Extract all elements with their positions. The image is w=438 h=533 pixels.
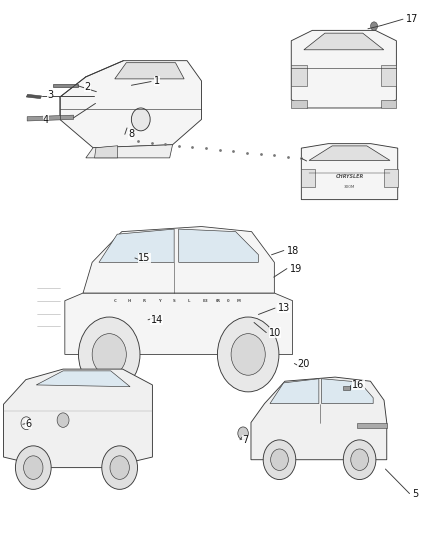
Polygon shape bbox=[384, 169, 398, 187]
Polygon shape bbox=[86, 144, 173, 158]
Text: 7: 7 bbox=[243, 435, 249, 445]
Text: 14: 14 bbox=[151, 315, 163, 325]
Polygon shape bbox=[301, 143, 398, 199]
Circle shape bbox=[110, 456, 129, 479]
Polygon shape bbox=[53, 84, 78, 87]
Circle shape bbox=[131, 108, 150, 131]
Polygon shape bbox=[27, 115, 74, 121]
Text: 300M: 300M bbox=[344, 185, 355, 189]
Text: 3: 3 bbox=[47, 90, 53, 100]
Text: H: H bbox=[128, 298, 131, 303]
Circle shape bbox=[351, 449, 368, 471]
Polygon shape bbox=[309, 146, 390, 160]
Polygon shape bbox=[270, 379, 319, 403]
Circle shape bbox=[57, 413, 69, 427]
Text: CHRYSLER: CHRYSLER bbox=[336, 174, 364, 179]
Text: R: R bbox=[143, 298, 146, 303]
Polygon shape bbox=[99, 229, 174, 262]
Text: L: L bbox=[188, 298, 190, 303]
Text: 20: 20 bbox=[297, 359, 309, 368]
Text: 15: 15 bbox=[138, 253, 150, 263]
Polygon shape bbox=[115, 63, 184, 79]
Text: 17: 17 bbox=[406, 14, 418, 24]
Polygon shape bbox=[301, 169, 315, 187]
Circle shape bbox=[343, 440, 376, 480]
Circle shape bbox=[371, 22, 378, 30]
Text: M: M bbox=[237, 298, 241, 303]
Polygon shape bbox=[381, 65, 396, 86]
Polygon shape bbox=[36, 371, 130, 387]
Text: 2: 2 bbox=[84, 82, 90, 92]
Polygon shape bbox=[304, 33, 384, 50]
Text: 18: 18 bbox=[287, 246, 299, 255]
Polygon shape bbox=[291, 30, 396, 108]
Text: R: R bbox=[217, 298, 220, 303]
Circle shape bbox=[271, 449, 288, 471]
Text: S: S bbox=[173, 298, 176, 303]
Circle shape bbox=[24, 456, 43, 479]
Text: 4: 4 bbox=[43, 116, 49, 125]
Circle shape bbox=[92, 334, 126, 375]
Polygon shape bbox=[343, 386, 350, 390]
Polygon shape bbox=[251, 377, 387, 459]
Text: 5: 5 bbox=[412, 489, 418, 498]
Text: 10: 10 bbox=[269, 328, 281, 337]
Text: 13: 13 bbox=[278, 303, 290, 313]
Circle shape bbox=[231, 334, 265, 375]
Polygon shape bbox=[381, 100, 396, 108]
Text: 0: 0 bbox=[215, 298, 218, 303]
Polygon shape bbox=[26, 94, 42, 99]
Circle shape bbox=[102, 446, 138, 489]
Polygon shape bbox=[60, 61, 201, 148]
Text: 6: 6 bbox=[25, 419, 32, 429]
Text: 19: 19 bbox=[290, 264, 302, 273]
Polygon shape bbox=[291, 100, 307, 108]
Circle shape bbox=[263, 440, 296, 480]
Polygon shape bbox=[357, 423, 387, 429]
Circle shape bbox=[238, 427, 248, 440]
Text: C: C bbox=[113, 298, 117, 303]
Circle shape bbox=[15, 446, 51, 489]
Polygon shape bbox=[291, 65, 307, 86]
Polygon shape bbox=[321, 379, 373, 403]
Polygon shape bbox=[83, 227, 274, 293]
Text: 1: 1 bbox=[154, 76, 160, 86]
Text: E: E bbox=[202, 298, 205, 303]
Text: 8: 8 bbox=[128, 130, 134, 139]
Polygon shape bbox=[179, 229, 258, 262]
Text: Y: Y bbox=[158, 298, 161, 303]
Circle shape bbox=[217, 317, 279, 392]
Circle shape bbox=[78, 317, 140, 392]
Text: 3: 3 bbox=[205, 298, 208, 303]
Polygon shape bbox=[95, 146, 118, 158]
Polygon shape bbox=[65, 293, 293, 354]
Text: 0: 0 bbox=[226, 298, 229, 303]
Polygon shape bbox=[4, 369, 152, 467]
Text: 16: 16 bbox=[352, 380, 364, 390]
